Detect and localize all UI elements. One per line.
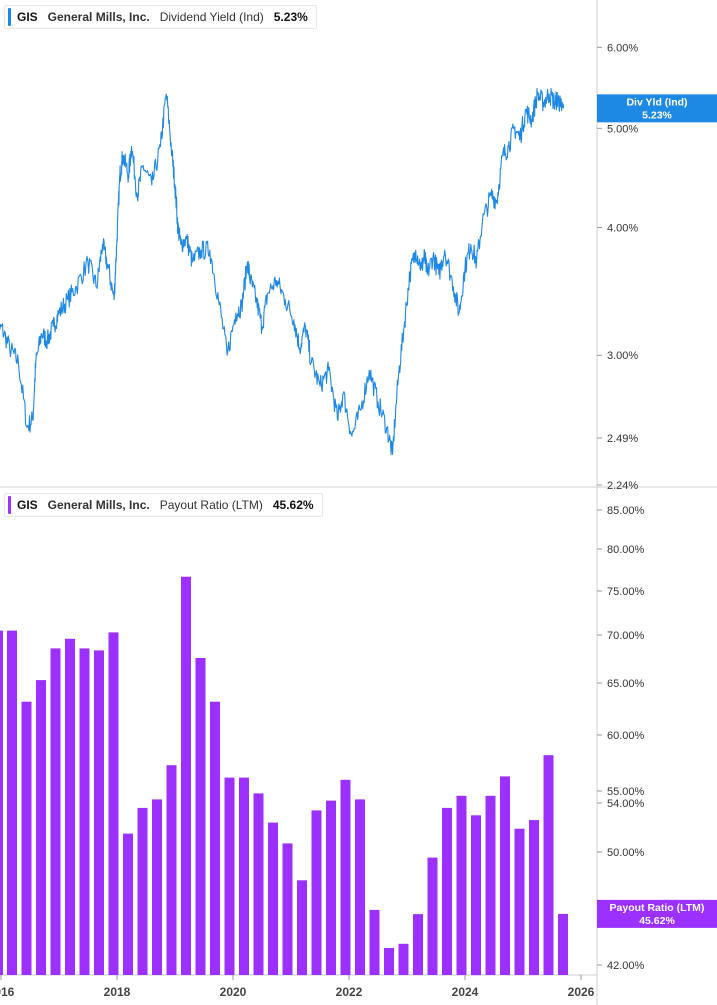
payout-bar bbox=[413, 914, 423, 975]
y-tick-label: 5.00% bbox=[607, 123, 638, 135]
y-tick-label: 75.00% bbox=[607, 586, 645, 598]
y-tick-label: 3.00% bbox=[607, 350, 638, 362]
legend-value: 45.62% bbox=[272, 498, 314, 512]
payout-bar bbox=[514, 828, 525, 975]
legend-metric: Payout Ratio (LTM) bbox=[159, 498, 263, 512]
dividend-yield-tag-label: Div Yld (Ind) bbox=[626, 96, 687, 108]
payout-ratio-tag-label: Payout Ratio (LTM) bbox=[610, 902, 705, 914]
legend-ticker: GIS bbox=[17, 498, 38, 512]
dividend-yield-tag bbox=[597, 94, 717, 123]
payout-bar bbox=[7, 630, 17, 975]
payout-bar bbox=[94, 650, 104, 975]
dividend-yield-swatch bbox=[8, 8, 11, 26]
x-tick-label: 2024 bbox=[452, 985, 479, 999]
payout-bar bbox=[311, 810, 322, 975]
y-tick-label: 50.00% bbox=[607, 847, 645, 859]
payout-bar bbox=[239, 777, 249, 975]
x-tick-label: 2018 bbox=[104, 985, 131, 999]
payout-bar bbox=[282, 843, 293, 975]
payout-bar bbox=[253, 793, 264, 975]
y-tick-label: 55.00% bbox=[607, 786, 645, 798]
y-tick-label: 80.00% bbox=[607, 544, 645, 556]
legend-company: General Mills, Inc. bbox=[47, 10, 150, 24]
payout-bar bbox=[123, 833, 133, 975]
payout-bar bbox=[471, 815, 481, 976]
payout-ratio-swatch bbox=[8, 496, 11, 514]
x-tick-label: 2020 bbox=[220, 985, 247, 999]
payout-bar bbox=[355, 799, 365, 975]
payout-bar bbox=[152, 799, 162, 975]
x-tick-label: 2026 bbox=[568, 985, 595, 999]
payout-bar bbox=[79, 648, 90, 975]
y-tick-label: 70.00% bbox=[607, 630, 645, 642]
dividend-yield-panel: Div Yld (Ind)5.23% bbox=[0, 87, 717, 455]
payout-bar bbox=[181, 576, 191, 975]
payout-bar bbox=[558, 913, 568, 975]
payout-bar bbox=[340, 779, 351, 975]
legend-ticker: GIS bbox=[17, 10, 38, 24]
y-tick-label: 85.00% bbox=[607, 505, 645, 517]
y-tick-label: 60.00% bbox=[607, 730, 645, 742]
payout-bar bbox=[369, 909, 380, 975]
x-tick-label: 2016 bbox=[0, 985, 15, 999]
y-tick-label: 54.00% bbox=[607, 798, 645, 810]
payout-bar bbox=[108, 632, 119, 975]
payout-bar bbox=[166, 765, 177, 975]
dividend-yield-legend[interactable]: GIS General Mills, Inc. Dividend Yield (… bbox=[4, 5, 317, 29]
legend-company: General Mills, Inc. bbox=[47, 498, 150, 512]
payout-bar bbox=[398, 943, 409, 975]
payout-bar bbox=[65, 638, 75, 975]
payout-bar bbox=[224, 777, 235, 975]
payout-bar bbox=[195, 658, 206, 975]
axis-labels: 6.00% 5.00% 4.00% 3.00% 2.49% 2.24% 85.00% 80.0… bbox=[0, 42, 645, 999]
y-tick-label: 6.00% bbox=[607, 42, 638, 54]
payout-bar bbox=[456, 795, 467, 975]
payout-bar bbox=[297, 880, 307, 976]
payout-ratio-legend[interactable]: GIS General Mills, Inc. Payout Ratio (LT… bbox=[4, 493, 323, 517]
x-tick-label: 2022 bbox=[336, 985, 363, 999]
payout-bar-partial bbox=[0, 630, 3, 975]
payout-bar bbox=[21, 701, 32, 975]
payout-bar bbox=[50, 648, 61, 975]
payout-bar bbox=[543, 755, 554, 975]
payout-bar bbox=[326, 800, 336, 975]
y-tick-label: 42.00% bbox=[607, 960, 645, 972]
dividend-yield-line bbox=[0, 87, 565, 455]
payout-bar bbox=[268, 822, 278, 975]
legend-value: 5.23% bbox=[273, 10, 308, 24]
y-tick-label: 65.00% bbox=[607, 678, 645, 690]
y-tick-label: 2.49% bbox=[607, 433, 638, 445]
payout-bar bbox=[384, 948, 394, 975]
payout-bar bbox=[36, 680, 46, 975]
payout-ratio-tag bbox=[597, 899, 717, 928]
legend-metric: Dividend Yield (Ind) bbox=[159, 10, 264, 24]
payout-ratio-panel: Payout Ratio (LTM)45.62% bbox=[0, 576, 717, 976]
payout-bar bbox=[442, 807, 452, 975]
payout-bar bbox=[137, 807, 148, 975]
y-tick-label: 4.00% bbox=[607, 222, 638, 234]
dividend-yield-tag-value: 5.23% bbox=[642, 109, 672, 121]
payout-ratio-tag-value: 45.62% bbox=[639, 915, 675, 927]
payout-bar bbox=[210, 701, 220, 975]
payout-bar bbox=[500, 776, 510, 975]
y-tick-label: 2.24% bbox=[607, 480, 638, 492]
payout-bar bbox=[427, 857, 438, 975]
payout-bar bbox=[529, 820, 539, 975]
payout-bar bbox=[485, 795, 496, 975]
